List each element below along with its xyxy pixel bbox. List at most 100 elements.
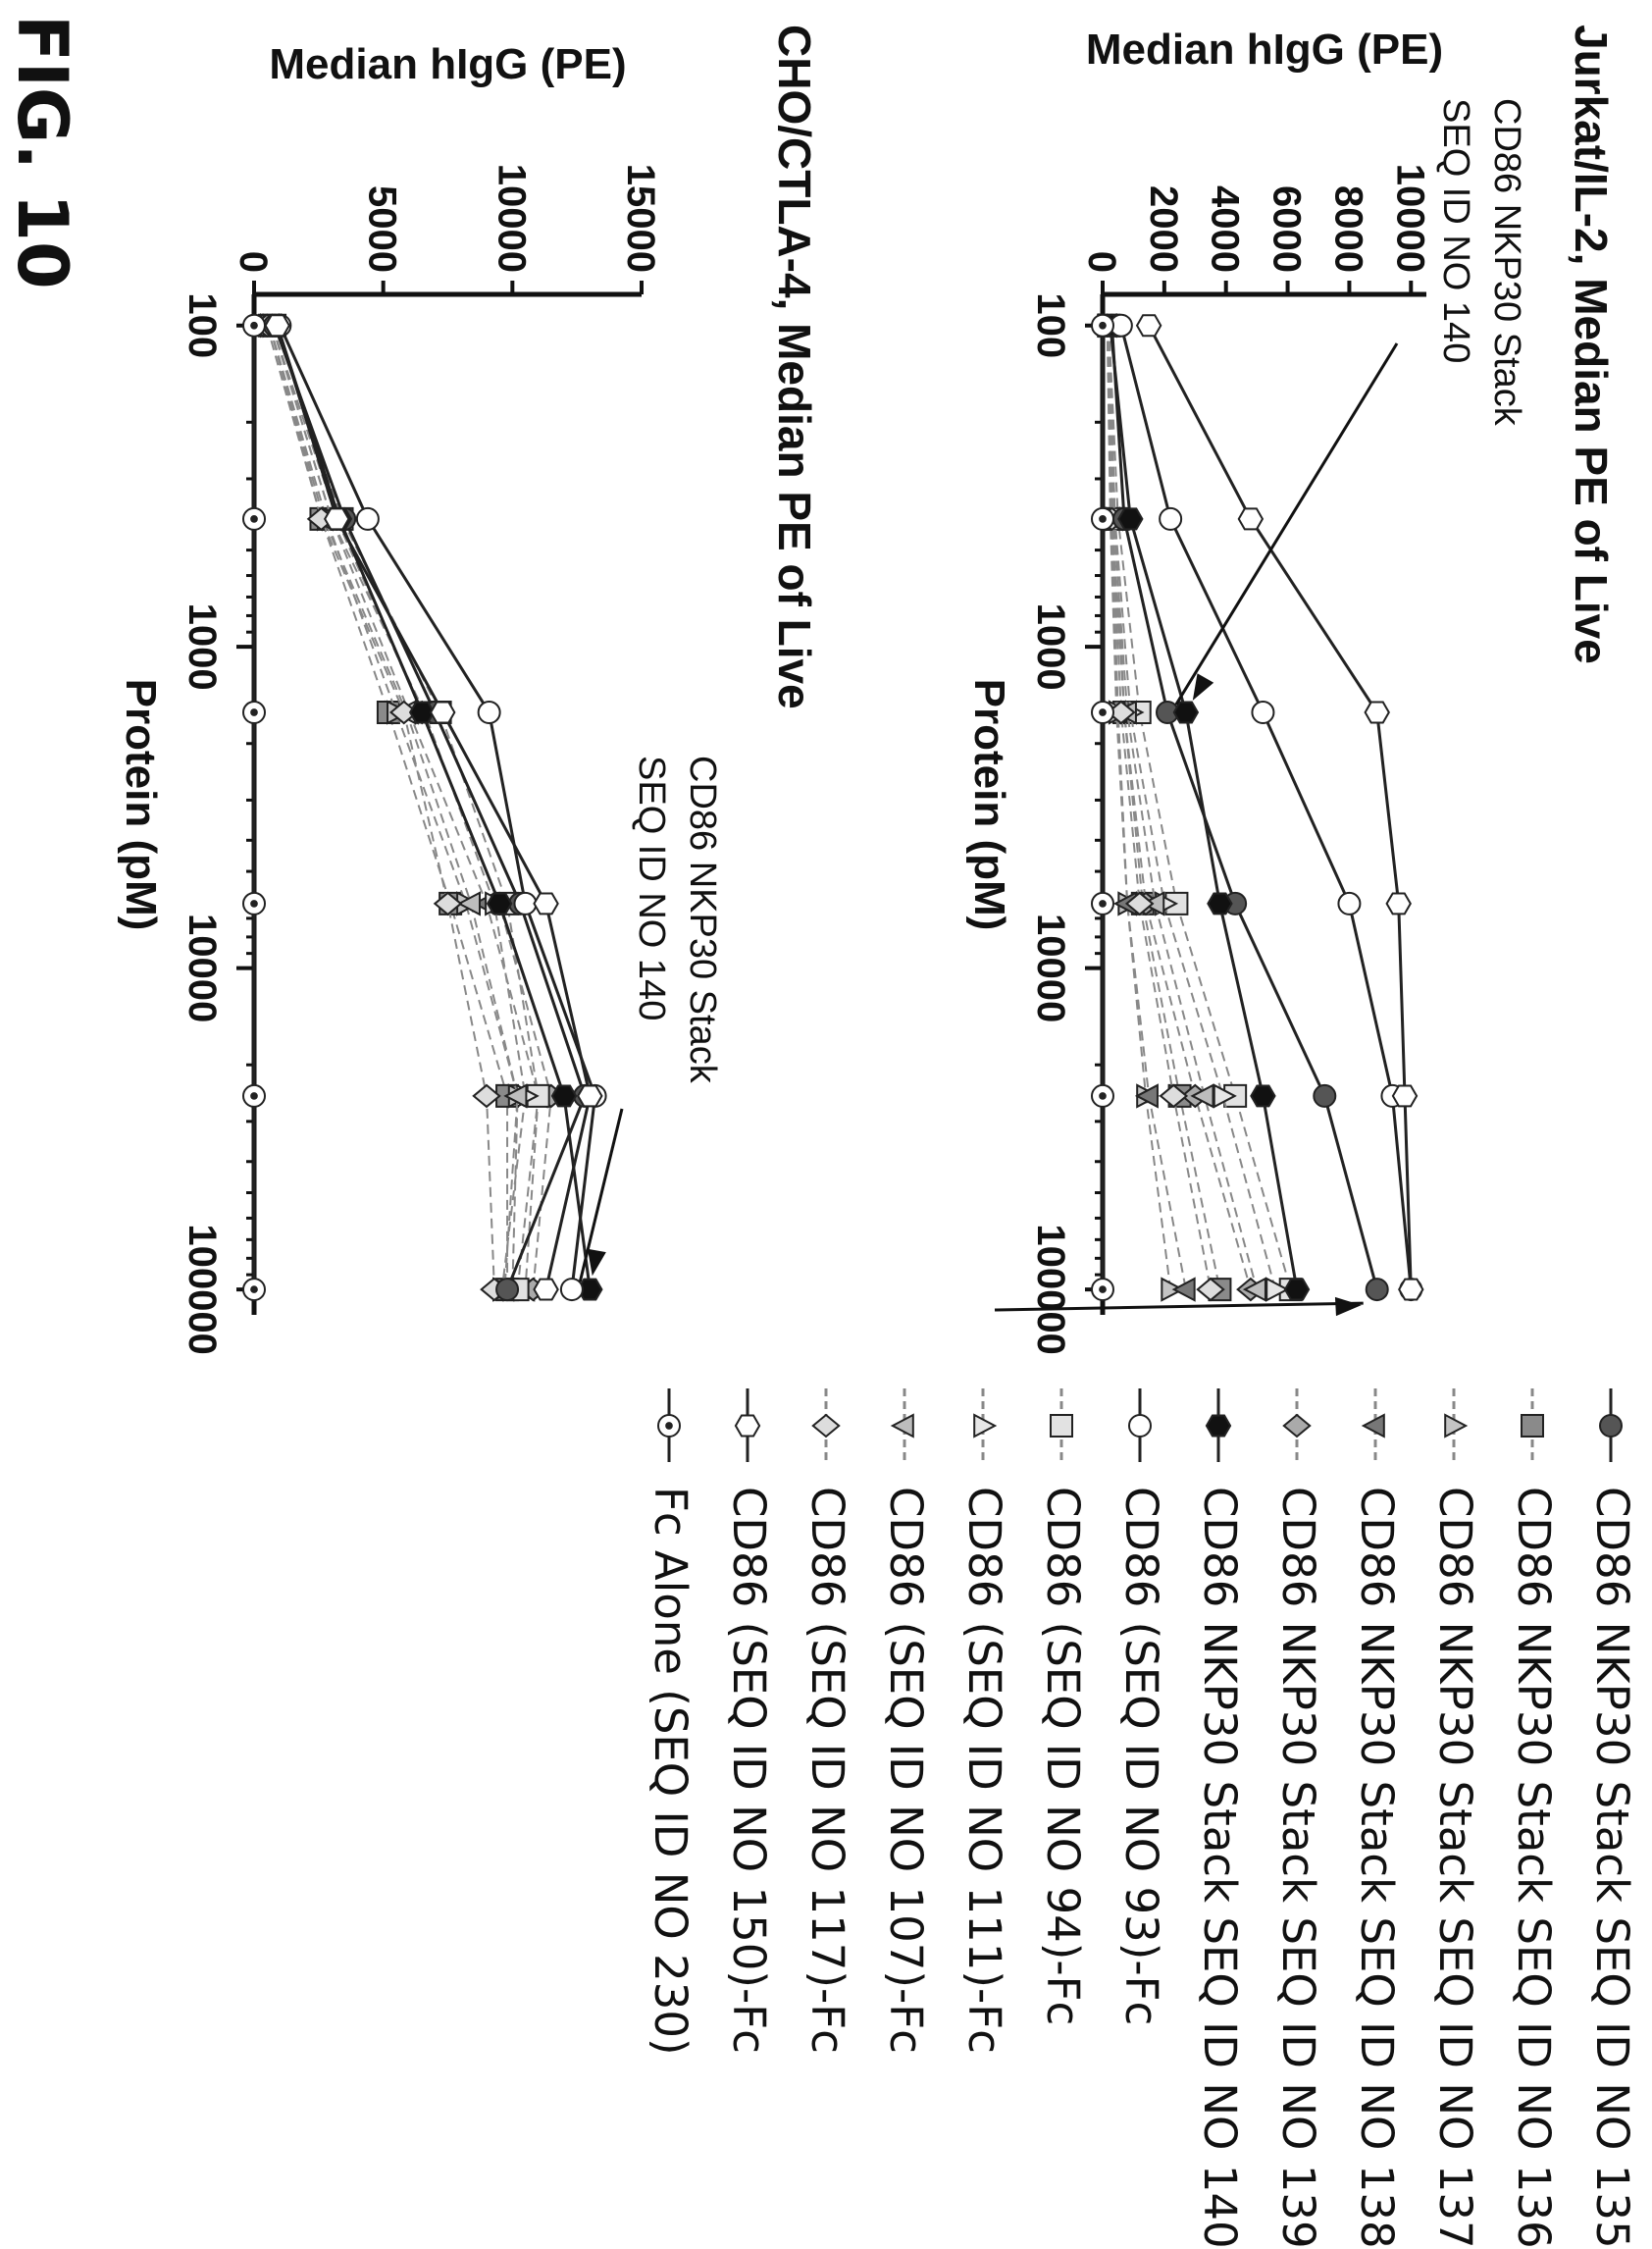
series-12 <box>264 314 603 1301</box>
legend-marker <box>734 1414 761 1438</box>
data-point <box>1337 891 1362 915</box>
legend-item: CD86 NKP30 Stack SEQ ID NO 138 <box>1346 1379 1405 2249</box>
legend-marker <box>1050 1414 1073 1438</box>
data-point <box>495 1278 520 1302</box>
data-point <box>1313 1083 1337 1108</box>
series-line <box>1108 325 1292 1290</box>
legend-label: CD86 (SEQ ID NO 117)-Fc <box>801 1487 853 2054</box>
data-point-dot <box>1099 321 1107 330</box>
legend-swatch <box>1521 1388 1544 1462</box>
legend-swatch <box>811 1388 841 1462</box>
data-point-dot <box>250 321 258 330</box>
data-point-dot <box>250 708 258 716</box>
legend-label: CD86 (SEQ ID NO 94)-Fc <box>1037 1487 1089 2026</box>
series-6 <box>264 314 603 1301</box>
data-point <box>1171 1277 1196 1302</box>
legend-item: CD86 (SEQ ID NO 107)-Fc <box>875 1379 934 2154</box>
data-point <box>559 1278 584 1302</box>
rotated-page: FIG. 10 Jurkat/IL-2, Median PE of Live Me… <box>2 15 1638 2249</box>
series-1 <box>1100 313 1389 1302</box>
x-tick-label: 100000 <box>1029 1224 1072 1354</box>
data-point <box>1159 1083 1189 1109</box>
annotation-arrow <box>1174 342 1399 706</box>
chart-cho: CHO/CTLA-4, Median PE of Live Median hIgG… <box>117 25 818 1355</box>
x-tick-label: 10000 <box>1029 914 1072 1022</box>
data-point <box>456 891 481 916</box>
legend-item: CD86 NKP30 Stack SEQ ID NO 140 <box>1189 1379 1248 2249</box>
data-point <box>1134 1083 1159 1109</box>
chart-title: Jurkat/IL-2, Median PE of Live <box>1566 25 1617 664</box>
x-tick-label: 10000 <box>181 914 224 1022</box>
data-point <box>355 506 380 531</box>
data-point <box>1117 507 1144 531</box>
x-tick-label: 100000 <box>181 1224 224 1354</box>
legend-swatch <box>1128 1388 1152 1462</box>
data-point <box>1135 314 1162 338</box>
legend-marker <box>1128 1414 1152 1438</box>
data-point <box>472 1083 501 1109</box>
legend-marker <box>811 1413 841 1438</box>
series-line <box>268 325 509 1290</box>
data-point <box>433 891 463 916</box>
data-point-dot <box>1099 1285 1107 1293</box>
legend-item: CD86 (SEQ ID NO 93)-Fc <box>1110 1379 1169 2154</box>
annotation-arrow <box>578 1108 624 1282</box>
data-point <box>1398 1278 1424 1301</box>
y-tick-label: 2000 <box>1142 185 1185 273</box>
legend-label: CD86 (SEQ ID NO 107)-Fc <box>880 1487 932 2054</box>
series-12 <box>1135 314 1424 1301</box>
legend-item: CD86 (SEQ ID NO 117)-Fc <box>797 1379 855 2154</box>
series-7 <box>1109 313 1423 1302</box>
data-point <box>1365 1278 1389 1302</box>
legend-swatch <box>1599 1388 1623 1462</box>
data-point <box>1251 701 1275 725</box>
y-tick-label: 15000 <box>619 164 662 273</box>
x-axis-label: Protein (pM) <box>117 679 165 931</box>
legend-item: CD86 (SEQ ID NO 150)-Fc <box>718 1379 777 2154</box>
x-tick-label: 1000 <box>1029 603 1072 691</box>
data-point <box>533 1278 559 1301</box>
annotation-text: CD86 NKP30 Stack <box>682 756 723 1084</box>
y-tick-label: 0 <box>1080 251 1123 273</box>
data-point <box>550 1084 578 1108</box>
legend-swatch <box>1205 1388 1232 1462</box>
y-axis-label: Median hIgG (PE) <box>269 40 626 88</box>
y-tick-label: 6000 <box>1265 185 1309 273</box>
data-point-dot <box>1099 1092 1107 1100</box>
y-tick-label: 5000 <box>361 185 404 273</box>
legend-swatch <box>1050 1388 1073 1462</box>
x-tick-label: 1000 <box>181 603 224 691</box>
legend-marker <box>890 1413 914 1438</box>
legend-swatch <box>973 1388 998 1462</box>
legend-item: CD86 (SEQ ID NO 111)-Fc <box>954 1379 1012 2154</box>
series-11 <box>252 313 509 1302</box>
annotation-text: CD86 NKP30 Stack <box>1486 98 1527 427</box>
series-line <box>1106 325 1212 1290</box>
legend-marker-dot <box>665 1422 673 1430</box>
y-tick-label: 10000 <box>1388 164 1431 273</box>
series-line <box>271 325 540 1290</box>
chart-jurkat: Jurkat/IL-2, Median PE of Live Median hIg… <box>965 25 1617 1355</box>
data-point <box>1124 891 1155 916</box>
y-axis-label: Median hIgG (PE) <box>1086 26 1443 74</box>
legend-marker <box>973 1413 998 1438</box>
series-13 <box>1091 313 1114 1302</box>
y-tick-label: 8000 <box>1326 185 1369 273</box>
legend-label: CD86 (SEQ ID NO 150)-Fc <box>723 1487 775 2054</box>
series-line <box>1110 325 1379 1290</box>
legend-item: CD86 NKP30 Stack SEQ ID NO 136 <box>1503 1379 1562 2249</box>
legend-item: Fc Alone (SEQ ID NO 230) <box>640 1379 698 2154</box>
data-point <box>1159 506 1183 531</box>
data-point <box>1196 1277 1225 1302</box>
x-tick-label: 100 <box>181 292 224 358</box>
data-point-dot <box>250 1092 258 1100</box>
series-line <box>278 325 597 1290</box>
series-6 <box>1097 314 1311 1301</box>
series-line <box>1106 325 1187 1290</box>
data-point <box>1237 507 1265 531</box>
data-point <box>1250 1084 1276 1108</box>
y-tick-label: 0 <box>232 251 275 273</box>
data-point <box>1283 1278 1311 1301</box>
legend-label: CD86 NKP30 Stack SEQ ID NO 137 <box>1429 1487 1481 2249</box>
series-line <box>1106 325 1259 1290</box>
